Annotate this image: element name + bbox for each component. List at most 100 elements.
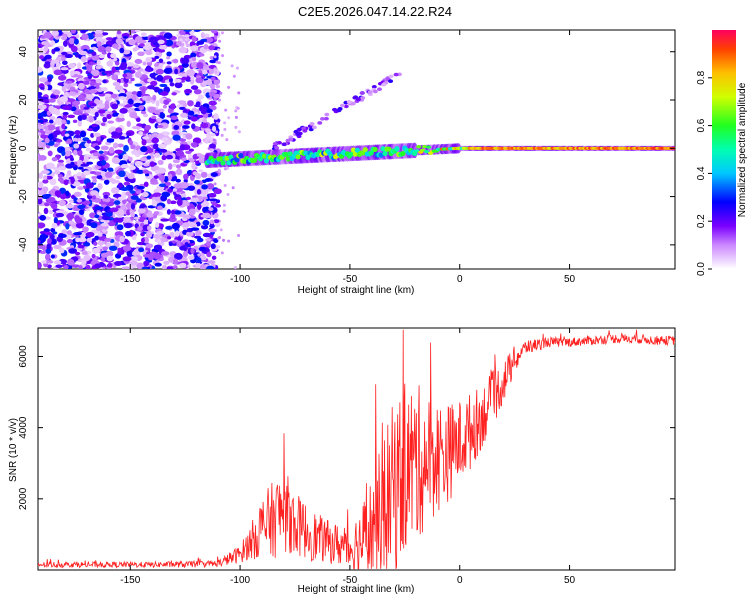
spectrogram-cell xyxy=(190,52,197,58)
spectrogram-cell xyxy=(117,196,126,201)
spectrogram-cell xyxy=(50,94,57,99)
spectrogram-cell xyxy=(184,37,190,42)
spectrogram-cell xyxy=(311,125,317,130)
spectrogram-cell xyxy=(108,168,114,173)
spectrogram-cell xyxy=(226,160,232,166)
spectrogram-cell xyxy=(154,262,162,267)
spectrogram-cell xyxy=(125,132,132,137)
spectrogram-cell xyxy=(94,33,104,39)
spectrogram-cell xyxy=(68,130,74,137)
spectrogram-cell xyxy=(96,58,101,66)
spectrogram-cell xyxy=(201,188,209,195)
spectrogram-cell xyxy=(125,191,131,196)
spectrogram-cell xyxy=(142,61,147,66)
spectrogram-cell xyxy=(158,58,164,64)
spectrogram-cell xyxy=(40,96,49,100)
spectrogram-cell xyxy=(66,98,76,103)
spectrogram-cell xyxy=(196,40,205,45)
spectrogram-cell xyxy=(211,255,217,260)
spectrogram-cell xyxy=(53,260,62,265)
spectrogram-cell xyxy=(85,231,95,238)
spectrogram-cell xyxy=(43,175,48,180)
spectrogram-cell xyxy=(166,208,172,215)
spectrogram-cell xyxy=(205,127,211,134)
spectrogram-cell xyxy=(95,84,100,90)
spectrogram-cell xyxy=(181,57,190,64)
spectrogram-cell xyxy=(143,113,149,118)
spectrogram-cell xyxy=(108,245,118,251)
spectrogram-cell xyxy=(233,266,237,269)
spectrogram-cell xyxy=(74,130,81,136)
spectrogram-cell xyxy=(149,161,155,167)
spectrogram-cell xyxy=(185,43,191,48)
spectrogram-cell xyxy=(157,143,167,149)
spectrogram-cell xyxy=(237,234,241,238)
spectrogram-cell xyxy=(308,127,314,132)
spectrogram-cell xyxy=(166,198,172,205)
spectrogram-cell xyxy=(169,82,175,87)
spectrogram-cell xyxy=(198,169,204,173)
spectrogram-cell xyxy=(238,152,244,159)
spectrogram-cell xyxy=(68,37,75,45)
spectrogram-cell xyxy=(352,151,359,157)
spectrogram-cell xyxy=(116,224,124,231)
spectrogram-cell xyxy=(63,265,69,269)
spectrogram-cell xyxy=(98,150,104,155)
spectrogram-cell xyxy=(179,112,188,118)
spectrogram-cell xyxy=(157,159,164,166)
spectrogram-cell xyxy=(210,172,218,178)
spectrogram-cell xyxy=(55,212,65,218)
spectrogram-cell xyxy=(129,190,136,194)
spectrogram-cell xyxy=(183,178,188,183)
spectrogram-cell xyxy=(61,85,67,92)
spectrogram-cell xyxy=(147,106,157,114)
spectrogram-cell xyxy=(174,78,182,83)
spectrogram-cell xyxy=(295,132,301,136)
spectrogram-cell xyxy=(223,127,227,131)
spectrogram-cell xyxy=(126,250,133,258)
spectrogram-cell xyxy=(165,154,174,160)
spectrogram-cell xyxy=(85,182,94,189)
spectrogram-cell xyxy=(123,222,133,229)
spectrogram-cell xyxy=(66,230,73,235)
spectrogram-cell xyxy=(224,108,228,112)
spectrogram-cell xyxy=(160,131,170,136)
x-tick-label: 0 xyxy=(457,575,463,586)
colorbar: 0.0 0.2 0.4 0.6 0.8 Normalized spectral ampl… xyxy=(696,30,748,276)
spectrogram-cell xyxy=(213,113,219,120)
spectrogram-cell xyxy=(213,188,222,195)
spectrogram-cell xyxy=(38,66,43,73)
spectrogram-cell xyxy=(110,53,117,59)
spectrogram-cell xyxy=(317,121,323,125)
spectrogram-cell xyxy=(176,40,183,46)
spectrogram-cell xyxy=(91,123,98,128)
spectrogram-cell xyxy=(100,145,109,151)
spectrogram-cell xyxy=(150,80,158,87)
spectrogram-cell xyxy=(98,201,108,205)
spectrogram-cell xyxy=(200,32,205,39)
spectrogram-cell xyxy=(133,216,140,220)
spectrogram-cell xyxy=(151,115,157,120)
spectrogram-cell xyxy=(126,95,132,99)
spectrogram-cell xyxy=(44,31,52,39)
spectrogram-cell xyxy=(70,45,78,53)
spectrogram-cell xyxy=(352,95,358,100)
spectrogram-cell xyxy=(93,98,100,105)
spectrogram-cell xyxy=(276,140,282,145)
spectrogram-cell xyxy=(85,264,91,269)
spectrogram-cell xyxy=(178,30,186,36)
spectrogram-cell xyxy=(61,123,66,130)
spectrogram-cell xyxy=(93,241,98,246)
spectrogram-cell xyxy=(218,39,222,43)
spectrogram-cell xyxy=(220,133,224,137)
spectrogram-cell xyxy=(173,210,182,215)
spectrogram-cell xyxy=(81,33,89,41)
spectrogram-cell xyxy=(46,110,51,116)
spectrogram-cell xyxy=(215,84,221,89)
spectrogram-cell xyxy=(70,177,75,185)
spectrogram-cell xyxy=(147,254,154,261)
spectrogram-cell xyxy=(103,179,110,185)
spectrogram-cell xyxy=(115,127,123,134)
spectrogram-cell xyxy=(172,265,178,269)
spectrogram-cell xyxy=(84,142,90,148)
